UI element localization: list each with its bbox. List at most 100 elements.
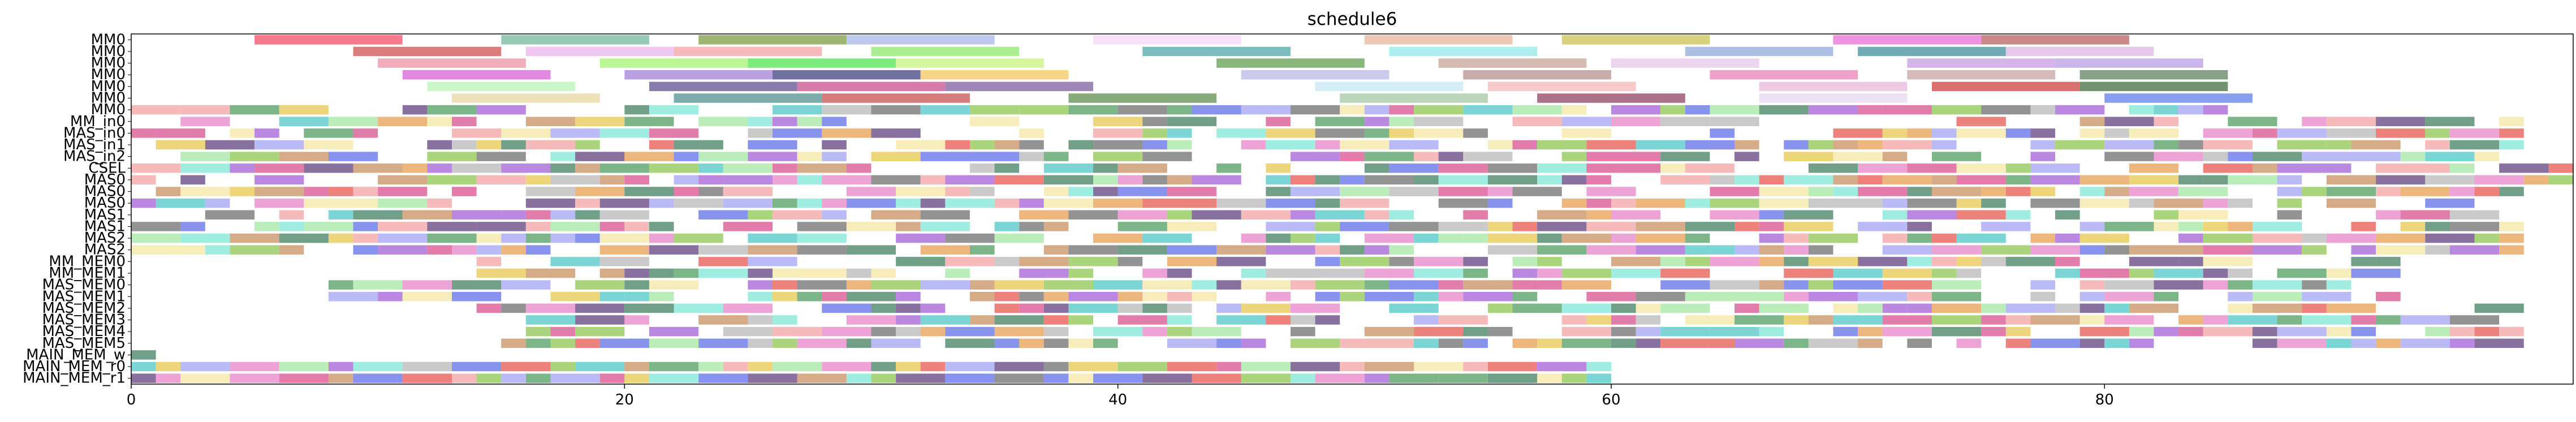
row-label: MAS_in2	[63, 148, 126, 165]
schedule-bar	[476, 233, 502, 243]
schedule-bar	[2178, 175, 2203, 185]
schedule-bar	[1414, 152, 1439, 161]
schedule-bar	[2079, 326, 2129, 337]
schedule-bar	[773, 163, 797, 173]
schedule-bar	[1315, 373, 1365, 383]
schedule-bar	[1586, 361, 1611, 372]
schedule-bar	[1019, 152, 1044, 161]
schedule-bar	[1364, 338, 1414, 348]
schedule-bar	[2499, 128, 2524, 138]
schedule-bar	[1340, 291, 1365, 302]
schedule-bar	[748, 291, 773, 302]
schedule-bar	[131, 361, 156, 372]
schedule-bar	[1340, 175, 1365, 185]
schedule-bar	[1636, 140, 1685, 150]
x-tick-label: 40	[1108, 391, 1127, 408]
schedule-bar	[575, 303, 625, 313]
schedule-bar	[2129, 175, 2179, 185]
schedule-bar	[649, 198, 674, 208]
schedule-bar	[1142, 117, 1167, 127]
schedule-bar	[1093, 280, 1143, 290]
schedule-bar	[2449, 140, 2500, 150]
schedule-bar	[797, 163, 847, 173]
schedule-bar	[2178, 326, 2203, 337]
schedule-bar	[599, 163, 649, 173]
schedule-bar	[1882, 152, 1908, 161]
row-label: CSEL	[88, 160, 126, 176]
schedule-bar	[624, 222, 649, 231]
schedule-bar	[1561, 326, 1611, 337]
schedule-bar	[2228, 291, 2253, 302]
schedule-bar	[1784, 140, 1809, 150]
schedule-bar	[427, 81, 576, 92]
schedule-bar	[1117, 361, 1167, 372]
schedule-bar	[1463, 268, 1488, 278]
schedule-bar	[1266, 315, 1291, 325]
schedule-bar	[773, 268, 822, 278]
schedule-bar	[1759, 222, 1784, 231]
schedule-bar	[402, 280, 452, 290]
schedule-bar	[773, 326, 822, 337]
schedule-bar	[1784, 338, 1809, 348]
schedule-bar	[2400, 187, 2450, 196]
schedule-bar	[1660, 338, 1710, 348]
schedule-bar	[1833, 315, 1883, 325]
schedule-bar	[2425, 222, 2450, 231]
schedule-bar	[378, 187, 428, 196]
schedule-bar	[575, 117, 625, 127]
schedule-bar	[1438, 163, 1488, 173]
schedule-bar	[871, 303, 896, 313]
schedule-bar	[1167, 326, 1192, 337]
schedule-bar	[501, 303, 526, 313]
schedule-bar	[1414, 268, 1464, 278]
schedule-bar	[797, 198, 822, 208]
schedule-bar	[550, 291, 600, 302]
schedule-bar	[1068, 291, 1094, 302]
schedule-bar	[575, 326, 625, 337]
schedule-bar	[1241, 280, 1291, 290]
schedule-bar	[1537, 280, 1562, 290]
schedule-bar	[2474, 187, 2500, 196]
schedule-bar	[1093, 326, 1143, 337]
schedule-bar	[1586, 163, 1611, 173]
schedule-bar	[131, 233, 181, 243]
schedule-bar	[2277, 268, 2327, 278]
schedule-bar	[1981, 303, 2006, 313]
schedule-bar	[1931, 128, 1957, 138]
schedule-bar	[649, 128, 699, 138]
schedule-bar	[378, 58, 526, 68]
schedule-bar	[304, 222, 353, 231]
schedule-bar	[1216, 198, 1266, 208]
row-label: MAIN_MEM_r1	[23, 370, 126, 387]
schedule-bar	[1636, 338, 1661, 348]
schedule-bar	[2425, 128, 2450, 138]
schedule-bar	[599, 291, 625, 302]
schedule-bar	[1833, 187, 1858, 196]
schedule-bar	[452, 140, 477, 150]
schedule-bar	[2376, 233, 2426, 243]
schedule-bar	[1068, 93, 1217, 103]
schedule-bar	[2203, 315, 2228, 325]
schedule-bar	[871, 361, 896, 372]
schedule-bar	[1784, 315, 1809, 325]
schedule-bar	[1833, 140, 1858, 150]
schedule-bar	[1142, 303, 1167, 313]
schedule-bar	[304, 198, 353, 208]
schedule-bar	[427, 140, 452, 150]
schedule-bar	[2351, 152, 2401, 161]
schedule-bar	[599, 245, 649, 255]
schedule-bar	[2425, 245, 2450, 255]
schedule-bar	[599, 175, 625, 185]
schedule-bar	[550, 326, 576, 337]
schedule-bar	[2499, 163, 2549, 173]
schedule-bar	[1487, 303, 1513, 313]
schedule-bar	[994, 222, 1020, 231]
schedule-bar	[2302, 291, 2351, 302]
schedule-bar	[599, 198, 649, 208]
schedule-bar	[180, 361, 230, 372]
schedule-bar	[945, 175, 995, 185]
schedule-bar	[1438, 338, 1464, 348]
schedule-bar	[1784, 291, 1809, 302]
schedule-bar	[2499, 326, 2524, 337]
schedule-bar	[896, 257, 946, 266]
